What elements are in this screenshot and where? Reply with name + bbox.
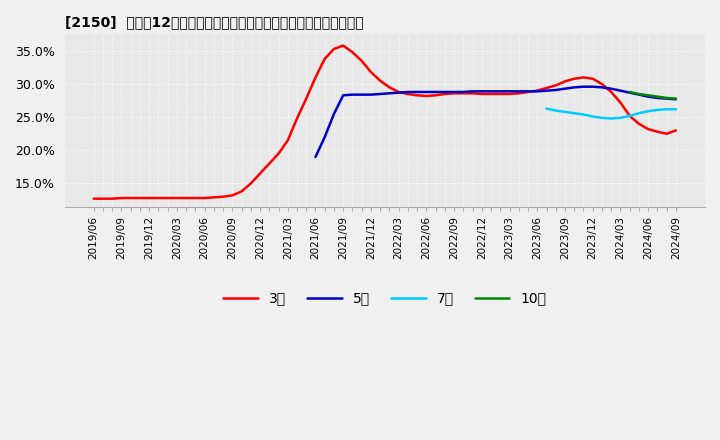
5年 [634,92,643,97]
5年 [404,89,413,95]
7年 [607,116,616,121]
Text: [2150]  売上高12か月移動合計の対前年同期増減率の標準偏差の推移: [2150] 売上高12か月移動合計の対前年同期増減率の標準偏差の推移 [65,15,363,29]
5年 [468,89,477,94]
5年 [561,86,570,92]
Line: 10年: 10年 [630,92,676,99]
3年 [89,196,98,202]
7年 [626,113,634,118]
3年 [672,128,680,133]
7年 [616,115,625,121]
5年 [459,89,468,95]
7年 [598,115,606,121]
5年 [366,92,375,97]
5年 [330,111,338,117]
3年 [477,92,486,97]
5年 [357,92,366,97]
5年 [626,90,634,95]
5年 [579,84,588,89]
5年 [422,89,431,95]
5年 [542,88,551,93]
5年 [320,134,329,139]
7年 [588,114,597,119]
3年 [468,91,477,96]
Line: 3年: 3年 [94,46,676,199]
Line: 7年: 7年 [546,109,676,118]
5年 [607,86,616,92]
7年 [552,108,560,113]
Legend: 3年, 5年, 7年, 10年: 3年, 5年, 7年, 10年 [217,286,552,311]
3年 [385,85,394,90]
5年 [505,89,514,94]
Line: 5年: 5年 [315,87,676,157]
5年 [431,89,440,95]
5年 [487,89,495,94]
5年 [496,89,505,94]
7年 [653,107,662,113]
5年 [339,93,348,98]
7年 [662,106,671,112]
7年 [561,109,570,114]
5年 [477,89,486,94]
5年 [653,95,662,101]
5年 [311,154,320,160]
5年 [672,97,680,102]
5年 [616,88,625,93]
10年 [653,94,662,99]
10年 [626,89,634,95]
5年 [644,94,652,99]
10年 [672,96,680,101]
5年 [598,85,606,90]
5年 [413,89,421,95]
5年 [588,84,597,89]
5年 [523,89,532,94]
3年 [422,93,431,99]
5年 [450,89,459,95]
5年 [552,88,560,93]
5年 [515,89,523,94]
5年 [348,92,357,97]
10年 [662,95,671,101]
5年 [441,89,449,95]
5年 [662,96,671,101]
7年 [672,106,680,112]
7年 [644,109,652,114]
10年 [634,92,643,97]
5年 [533,89,541,94]
10年 [644,93,652,98]
5年 [385,91,394,96]
7年 [570,110,579,116]
5年 [570,85,579,90]
5年 [395,90,403,95]
3年 [339,43,348,48]
7年 [634,110,643,116]
3年 [330,46,338,51]
7年 [579,112,588,117]
3年 [163,195,172,201]
7年 [542,106,551,111]
5年 [376,92,384,97]
